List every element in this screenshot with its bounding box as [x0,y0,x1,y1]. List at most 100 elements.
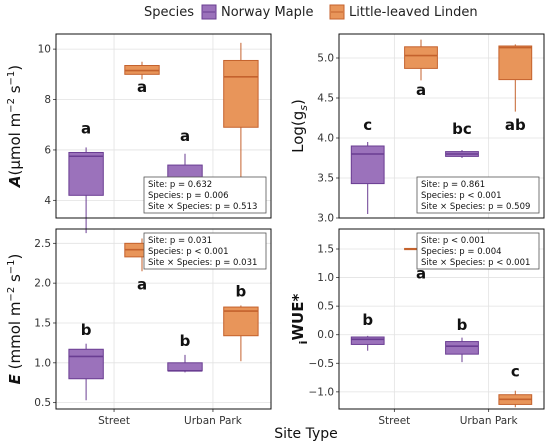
y-label-main: E [6,373,24,384]
significance-letter: a [137,276,147,294]
stats-line: Site: p = 0.861 [421,180,485,190]
y-axis-label: Log(gs) [289,99,310,153]
x-tick-label: Urban Park [460,415,519,427]
y-tick-label: −1.0 [309,386,335,398]
stats-line: Site × Species: p = 0.509 [421,202,530,212]
x-tick-label: Urban Park [184,415,243,427]
y-label-main: A [6,176,24,189]
stats-line: Site × Species: p < 0.001 [421,258,530,268]
y-label-sup: −1 [6,259,17,274]
stats-line: Species: p = 0.004 [421,247,502,257]
significance-letter: a [180,127,190,145]
y-label-unit: (mmol m [6,302,24,375]
box-0-0 [350,142,385,214]
y-tick-label: 5.0 [317,53,334,65]
y-tick-label: 10 [38,44,51,56]
box-0-0 [350,335,385,351]
y-tick-label: 2.5 [34,238,51,250]
x-tick-label: Street [378,415,410,427]
box [498,45,533,81]
panel: 0.5 1.0 1.5 2.0 2.5 Street Urban Park b a b b Site:… [6,228,272,427]
y-tick-label: 8 [44,94,51,106]
stats-line: Species: p < 0.001 [421,191,502,201]
significance-letter: bc [452,120,472,138]
box [223,59,259,128]
y-tick-label: −0.5 [309,358,335,370]
y-tick-label: 2.0 [34,278,51,290]
y-tick-label: 4.0 [317,133,334,145]
y-tick-label: 1.0 [317,272,334,284]
significance-letter: a [416,81,426,99]
significance-letter: c [511,362,520,380]
panel-frame [55,228,272,410]
box [68,348,104,380]
box-0-1 [445,150,479,158]
box-0-0 [68,147,104,234]
significance-letter: ab [505,116,526,134]
legend-label: Norway Maple [221,5,314,20]
y-label-mid: s [6,274,24,287]
stats-line: Species: p < 0.001 [148,247,229,257]
box [68,151,104,196]
box-0-0 [68,343,104,401]
stats-line: Site × Species: p = 0.513 [148,202,257,212]
y-label-sup: −1 [6,71,17,86]
box [445,341,479,355]
y-label-unit: (μmol m [6,113,24,176]
y-tick-label: 0.0 [317,329,334,341]
y-axis-label: A(μmol m−2 s−1) [6,65,24,188]
y-label-sub: s [297,105,310,111]
box-1-0 [124,61,160,80]
stats-box-frame [143,176,267,214]
y-tick-label: 1.5 [34,317,51,329]
y-label-mid: s [6,85,24,98]
box-1-1 [498,44,533,112]
box-1-1 [223,305,259,362]
x-axis-title: Site Type [274,426,338,442]
stats-line: Site: p = 0.031 [148,236,212,246]
x-tick-label: Street [98,415,130,427]
panel: 3.0 3.5 4.0 4.5 5.0 c a bc ab Site: p = 0.861Spec… [289,33,545,225]
box [350,336,385,345]
box [404,46,438,69]
legend: Species Norway Maple Little-leaved Linden [144,4,478,20]
y-tick-label: 3.5 [317,173,334,185]
panel: −1.0 −0.5 0.0 0.5 1.0 1.5 Street Urban Park b a b c… [289,228,545,427]
box [350,145,385,185]
significance-letter: a [416,265,426,283]
box-0-1 [445,337,479,363]
y-tick-label: 1.5 [317,244,334,256]
stats-box-frame [416,232,540,270]
stats-line: Site: p = 0.632 [148,180,212,190]
y-axis-label: E (mmol m−2 s−1) [6,254,24,385]
box-1-0 [404,39,438,81]
y-tick-label: 0.5 [34,397,51,409]
significance-letter: a [81,120,91,138]
box-0-1 [167,354,203,373]
significance-letter: b [362,311,373,329]
y-label-end: ) [289,99,307,105]
panel-frame [338,228,545,410]
y-tick-label: 1.0 [34,357,51,369]
y-label-sup: −2 [6,287,17,302]
y-label-end: ) [6,254,24,260]
y-tick-label: 4 [44,195,51,207]
significance-letter: c [363,116,372,134]
box [167,362,203,372]
panel-frame [55,33,272,219]
significance-letter: b [81,321,92,339]
y-tick-label: 0.5 [317,301,334,313]
y-tick-label: 4.5 [317,93,334,105]
stats-line: Site × Species: p = 0.031 [148,258,257,268]
significance-letter: b [457,316,468,334]
legend-label: Little-leaved Linden [349,5,478,20]
y-label-sup: −2 [6,98,17,113]
y-label-end: ) [6,65,24,71]
stats-line: Species: p = 0.006 [148,191,229,201]
